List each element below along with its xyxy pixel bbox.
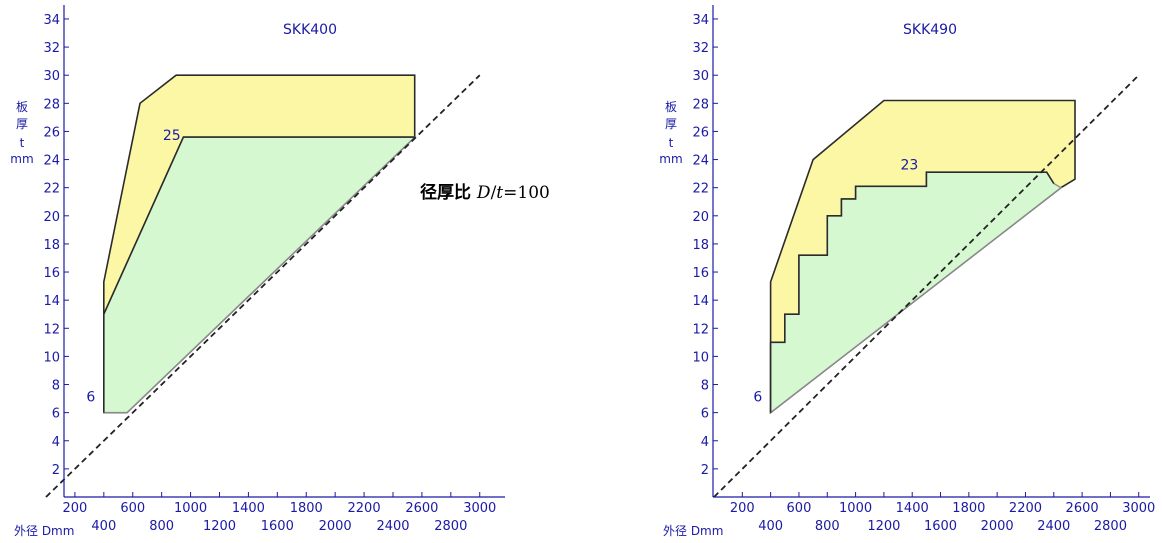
y-axis-label: mm — [10, 152, 33, 166]
annotation-part: =100 — [503, 183, 550, 203]
x-axis-label: 外径 Dmm — [663, 524, 723, 538]
y-tick-label: 4 — [701, 435, 709, 450]
y-tick-label: 32 — [692, 41, 709, 56]
x-axis-label: 外径 Dmm — [14, 524, 74, 538]
point-label: 6 — [86, 389, 95, 405]
x-tick-label: 600 — [787, 501, 812, 516]
point-label: 25 — [163, 128, 181, 144]
y-axis-label: 厚 — [16, 117, 28, 131]
chart-title: SKK400 — [283, 22, 337, 38]
annotation-part: 径厚比 — [420, 182, 477, 203]
x-tick-label: 2200 — [1009, 501, 1042, 516]
x-tick-label: 3000 — [463, 501, 496, 516]
y-tick-label: 12 — [43, 322, 60, 337]
y-tick-label: 28 — [692, 97, 709, 112]
y-tick-label: 10 — [692, 350, 709, 365]
y-tick-label: 16 — [43, 266, 60, 281]
annotation-part: / — [491, 183, 497, 203]
y-tick-label: 2 — [701, 463, 709, 478]
x-tick-label: 1800 — [290, 501, 323, 516]
x-tick-label: 600 — [120, 501, 145, 516]
y-tick-label: 34 — [692, 13, 709, 28]
y-tick-label: 34 — [43, 13, 60, 28]
x-tick-label: 200 — [63, 501, 88, 516]
reference-line — [45, 74, 481, 498]
x-tick-label: 3000 — [1122, 501, 1155, 516]
x-tick-label: 400 — [91, 519, 116, 534]
inner-region-boundary — [103, 136, 415, 413]
y-tick-label: 24 — [692, 154, 709, 169]
x-tick-label: 1800 — [952, 501, 985, 516]
y-axis-label: mm — [659, 152, 682, 166]
y-tick-label: 18 — [43, 238, 60, 253]
y-tick-label: 22 — [43, 182, 60, 197]
y-tick-label: 12 — [692, 322, 709, 337]
y-axis-label: 板 — [16, 100, 28, 114]
y-tick-label: 18 — [692, 238, 709, 253]
y-tick-label: 20 — [43, 210, 60, 225]
y-tick-label: 26 — [43, 125, 60, 140]
y-axis-label: t — [20, 136, 25, 150]
y-tick-label: 16 — [692, 266, 709, 281]
x-tick-label: 2600 — [1066, 501, 1099, 516]
inner-region-boundary — [769, 171, 1055, 413]
x-tick-label: 400 — [758, 519, 783, 534]
chart-title: SKK490 — [903, 22, 957, 38]
y-tick-label: 28 — [43, 97, 60, 112]
y-tick-label: 30 — [43, 69, 60, 84]
x-tick-label: 1000 — [839, 501, 872, 516]
x-tick-label: 1000 — [174, 501, 207, 516]
y-tick-label: 22 — [692, 182, 709, 197]
x-tick-label: 2200 — [348, 501, 381, 516]
y-axis-label: 板 — [665, 100, 677, 114]
y-tick-label: 32 — [43, 41, 60, 56]
annotation-part: D — [476, 183, 491, 203]
x-tick-label: 1200 — [203, 519, 236, 534]
y-tick-label: 14 — [43, 294, 60, 309]
x-tick-label: 2000 — [319, 519, 352, 534]
x-tick-label: 1600 — [261, 519, 294, 534]
x-tick-label: 2400 — [376, 519, 409, 534]
y-tick-label: 30 — [692, 69, 709, 84]
y-tick-label: 8 — [701, 379, 709, 394]
x-tick-label: 800 — [815, 519, 840, 534]
x-tick-label: 2800 — [434, 519, 467, 534]
ratio-annotation: 径厚比 D/t=100 — [420, 182, 550, 203]
point-label: 23 — [900, 157, 918, 173]
y-tick-label: 24 — [43, 154, 60, 169]
x-tick-label: 1200 — [867, 519, 900, 534]
x-tick-label: 1400 — [232, 501, 265, 516]
y-tick-label: 26 — [692, 125, 709, 140]
y-tick-label: 20 — [692, 210, 709, 225]
x-tick-label: 2000 — [981, 519, 1014, 534]
y-tick-label: 4 — [52, 435, 60, 450]
y-tick-label: 6 — [52, 407, 60, 422]
y-axis-label: t — [669, 136, 674, 150]
y-tick-label: 2 — [52, 463, 60, 478]
annotation-part: t — [496, 183, 503, 203]
x-tick-label: 2800 — [1094, 519, 1127, 534]
y-tick-label: 6 — [701, 407, 709, 422]
y-axis-label: 厚 — [665, 117, 677, 131]
y-tick-label: 10 — [43, 350, 60, 365]
point-label: 6 — [753, 389, 762, 405]
x-tick-label: 1400 — [896, 501, 929, 516]
y-tick-label: 14 — [692, 294, 709, 309]
x-tick-label: 800 — [149, 519, 174, 534]
x-tick-label: 2600 — [405, 501, 438, 516]
y-tick-label: 8 — [52, 379, 60, 394]
x-tick-label: 200 — [730, 501, 755, 516]
x-tick-label: 1600 — [924, 519, 957, 534]
x-tick-label: 2400 — [1037, 519, 1070, 534]
